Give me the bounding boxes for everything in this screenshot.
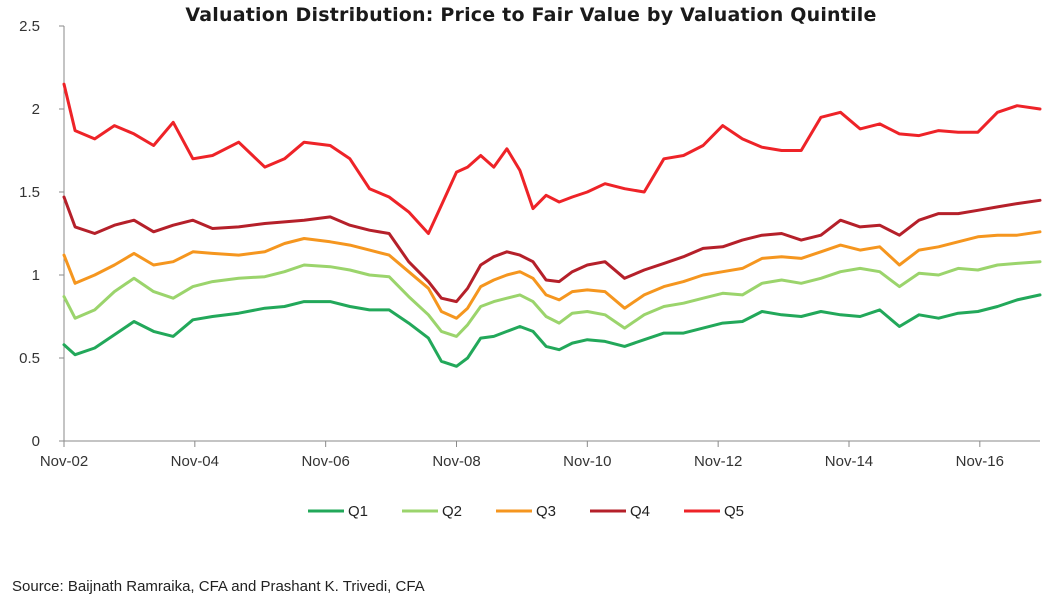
x-tick-label: Nov-12 [694,453,742,470]
x-tick-label: Nov-06 [301,453,349,470]
legend-label-q5: Q5 [724,503,744,520]
legend-label-q3: Q3 [536,503,556,520]
chart-legend: Q1 Q2 Q3 Q4 Q5 [308,503,744,520]
x-tick-label: Nov-02 [40,453,88,470]
legend-label-q4: Q4 [630,503,650,520]
series-line-q1 [62,293,1042,368]
y-tick-label: 0 [32,433,40,450]
x-tick-label: Nov-14 [825,453,873,470]
series-line-q2 [62,260,1042,338]
x-tick-label: Nov-16 [956,453,1004,470]
y-tick-label: 0.5 [19,350,40,367]
chart-series-lines [62,82,1042,368]
series-line-q3 [62,230,1042,320]
legend-label-q1: Q1 [348,503,368,520]
series-line-q4 [62,195,1042,304]
x-tick-label: Nov-08 [432,453,480,470]
y-tick-label: 1.5 [19,184,40,201]
source-note: Source: Baijnath Ramraika, CFA and Prash… [12,578,425,595]
chart-axes: 0 0.5 1 1.5 2 2.5 Nov-02 Nov-04 Nov-06 Nov-08 Nov-… [19,18,1040,470]
y-tick-label: 1 [32,267,40,284]
y-tick-label: 2 [32,101,40,118]
chart-title: Valuation Distribution: Price to Fair Va… [185,4,877,26]
legend-label-q2: Q2 [442,503,462,520]
series-line-q5 [62,82,1042,235]
y-tick-label: 2.5 [19,18,40,35]
x-tick-label: Nov-10 [563,453,611,470]
x-tick-label: Nov-04 [171,453,219,470]
